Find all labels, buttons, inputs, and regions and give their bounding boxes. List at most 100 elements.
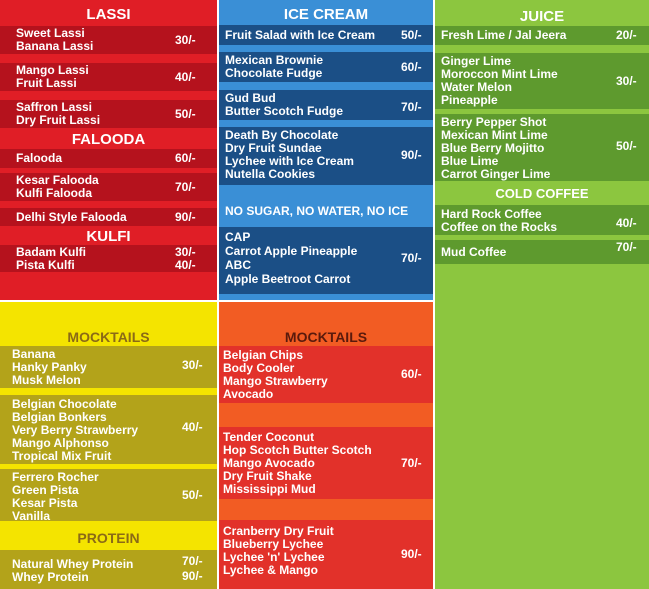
- mocktails-right-block-1: Belgian Chips Body Cooler Mango Strawber…: [219, 346, 433, 403]
- menu-item: Ferrero Rocher: [12, 470, 99, 484]
- ice-cream-block-4: Death By Chocolate Dry Fruit Sundae Lych…: [219, 127, 433, 185]
- mocktails-right-title: MOCKTAILS: [284, 329, 368, 345]
- lassi-block-2: Mango Lassi Fruit Lassi 40/-: [0, 63, 217, 91]
- lassi-block-1: Sweet Lassi Banana Lassi 30/-: [0, 26, 217, 54]
- juice-title: JUICE: [519, 8, 565, 25]
- menu-item: Fruit Lassi: [16, 76, 77, 90]
- menu-item: Belgian Bonkers: [12, 410, 107, 424]
- juice-panel: JUICE Fresh Lime / Jal Jeera 20/- Ginger…: [435, 0, 649, 589]
- menu-item: Mexican Mint Lime: [441, 128, 548, 142]
- menu-item: Kesar Pista: [12, 496, 78, 510]
- mocktails-left-block-2: Belgian Chocolate Belgian Bonkers Very B…: [0, 395, 217, 464]
- cold-coffee-block-2: Mud Coffee 70/-: [435, 240, 649, 264]
- menu-item: Berry Pepper Shot: [441, 115, 547, 129]
- price: 70/-: [616, 240, 637, 254]
- menu-item: Coffee on the Rocks: [441, 220, 558, 234]
- menu-item: Mud Coffee: [441, 245, 507, 259]
- menu-item: Death By Chocolate: [225, 128, 339, 142]
- menu-item: Lychee with Ice Cream: [225, 154, 354, 168]
- menu-item: Musk Melon: [12, 373, 81, 387]
- menu-item: Ginger Lime: [441, 54, 512, 68]
- menu-item: Badam Kulfi: [16, 245, 87, 259]
- menu-item: Fruit Salad with Ice Cream: [225, 28, 376, 42]
- menu-item: Dry Fruit Sundae: [225, 141, 322, 155]
- menu-item: Delhi Style Falooda: [16, 210, 127, 224]
- protein-block: Natural Whey Protein Whey Protein 70/- 9…: [0, 550, 217, 589]
- menu-item: Mango Alphonso: [12, 436, 109, 450]
- kulfi-block: Badam Kulfi Pista Kulfi 30/- 40/-: [0, 245, 217, 272]
- menu-item: Mexican Brownie: [225, 53, 324, 67]
- mocktails-right-block-3: Cranberry Dry Fruit Blueberry Lychee Lyc…: [219, 520, 433, 589]
- menu-item: Very Berry Strawberry: [12, 423, 139, 437]
- price: 40/-: [175, 258, 196, 272]
- menu-item: Dry Fruit Shake: [223, 469, 312, 483]
- price: 30/-: [616, 74, 637, 88]
- menu-item: Moroccon Mint Lime: [441, 67, 558, 81]
- mocktails-left-block-3: Ferrero Rocher Green Pista Kesar Pista V…: [0, 469, 217, 523]
- ice-cream-block-1: Fruit Salad with Ice Cream 50/-: [219, 25, 433, 45]
- menu-item: Avocado: [223, 387, 274, 401]
- menu-item: Chocolate Fudge: [225, 66, 323, 80]
- menu-item: Falooda: [16, 151, 63, 165]
- menu-item: Cranberry Dry Fruit: [223, 524, 334, 538]
- menu-item: Mango Strawberry: [223, 374, 328, 388]
- menu-item: Water Melon: [441, 80, 512, 94]
- protein-title: PROTEIN: [77, 530, 140, 546]
- lassi-title: LASSI: [86, 6, 131, 23]
- menu-item: Carrot Apple Pineapple: [225, 244, 358, 258]
- price: 60/-: [401, 367, 422, 381]
- mocktails-left-title: MOCKTAILS: [67, 329, 150, 345]
- ice-cream-panel: ICE CREAM Fruit Salad with Ice Cream 50/…: [219, 0, 433, 300]
- kulfi-title: KULFI: [86, 228, 131, 245]
- menu-item: Dry Fruit Lassi: [16, 113, 101, 127]
- menu-item: Blue Berry Mojitto: [441, 141, 545, 155]
- menu-item: Whey Protein: [12, 570, 89, 584]
- menu-item: Mango Avocado: [223, 456, 315, 470]
- price: 90/-: [175, 210, 196, 224]
- cold-coffee-block-1: Hard Rock Coffee Coffee on the Rocks 40/…: [435, 205, 649, 235]
- juice-block-2: Ginger Lime Moroccon Mint Lime Water Mel…: [435, 53, 649, 109]
- menu-item: Vanilla: [12, 509, 51, 523]
- no-sugar-block: CAP Carrot Apple Pineapple ABC Apple Bee…: [219, 227, 433, 294]
- ice-cream-block-2: Mexican Brownie Chocolate Fudge 60/-: [219, 52, 433, 82]
- price: 50/-: [182, 488, 203, 502]
- mocktails-left-panel: MOCKTAILS Banana Hanky Panky Musk Melon …: [0, 302, 217, 589]
- price: 90/-: [401, 547, 422, 561]
- price: 30/-: [175, 245, 196, 259]
- price: 70/-: [182, 554, 203, 568]
- price: 30/-: [182, 358, 203, 372]
- menu-item: Kesar Falooda: [16, 173, 99, 187]
- mocktails-right-block-2: Tender Coconut Hop Scotch Butter Scotch …: [219, 427, 433, 499]
- menu-item: Blue Lime: [441, 154, 499, 168]
- falooda-block-1: Falooda 60/-: [0, 149, 217, 168]
- menu-item: Fresh Lime / Jal Jeera: [441, 28, 567, 42]
- price: 70/-: [175, 180, 196, 194]
- price: 70/-: [401, 251, 422, 265]
- ice-cream-block-3: Gud Bud Butter Scotch Fudge 70/-: [219, 90, 433, 120]
- menu-item: Nutella Cookies: [225, 167, 316, 181]
- price: 20/-: [616, 28, 637, 42]
- falooda-block-3: Delhi Style Falooda 90/-: [0, 208, 217, 226]
- menu-item: Butter Scotch Fudge: [225, 104, 344, 118]
- price: 90/-: [182, 569, 203, 583]
- menu-item: Hanky Panky: [12, 360, 87, 374]
- price: 30/-: [175, 33, 196, 47]
- falooda-block-2: Kesar Falooda Kulfi Falooda 70/-: [0, 173, 217, 201]
- mocktails-right-panel: MOCKTAILS Belgian Chips Body Cooler Mang…: [219, 302, 433, 589]
- cold-coffee-title: COLD COFFEE: [495, 186, 589, 201]
- price: 40/-: [616, 216, 637, 230]
- menu-item: Green Pista: [12, 483, 79, 497]
- menu-item: Kulfi Falooda: [16, 186, 92, 200]
- menu-item: Belgian Chocolate: [12, 397, 117, 411]
- menu-item: Lychee 'n' Lychee: [223, 550, 325, 564]
- menu-item: Natural Whey Protein: [12, 557, 134, 571]
- menu-item: Apple Beetroot Carrot: [225, 272, 351, 286]
- price: 50/-: [175, 107, 196, 121]
- menu-item: ABC: [225, 258, 251, 272]
- price: 60/-: [175, 151, 196, 165]
- menu-item: Blueberry Lychee: [223, 537, 324, 551]
- menu-item: Mississippi Mud: [223, 482, 316, 496]
- price: 60/-: [401, 60, 422, 74]
- menu-item: Lychee & Mango: [223, 563, 318, 577]
- menu-item: Gud Bud: [225, 91, 276, 105]
